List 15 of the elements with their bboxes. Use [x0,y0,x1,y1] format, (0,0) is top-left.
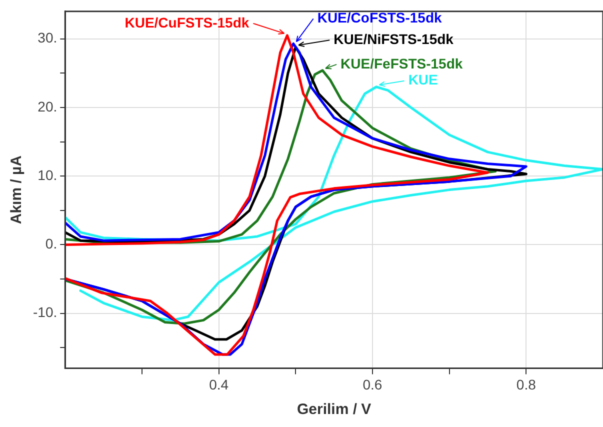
x-tick-label: 0.8 [516,376,536,392]
y-tick-label: 0. [45,236,58,252]
y-tick-label: 20. [38,98,58,114]
y-tick-label: 30. [38,30,58,46]
legend-label: KUE [408,72,438,88]
x-tick-label: 0.6 [362,376,382,392]
x-axis-title: Gerilim / V [296,401,372,418]
text: KUE/CoFSTS-15dk [317,10,442,26]
legend-label: KUE/FeFSTS-15dk [340,55,463,72]
y-axis-title: Akım / µA [8,155,26,224]
legend-label: KUE/NiFSTS-15dk [334,30,454,47]
y-tick-label: -10. [33,304,58,320]
x-tick-label: 0.4 [209,376,229,392]
y-tick-label: 10. [38,166,58,183]
text: KUE/CuFSTS-15dk [124,14,250,30]
